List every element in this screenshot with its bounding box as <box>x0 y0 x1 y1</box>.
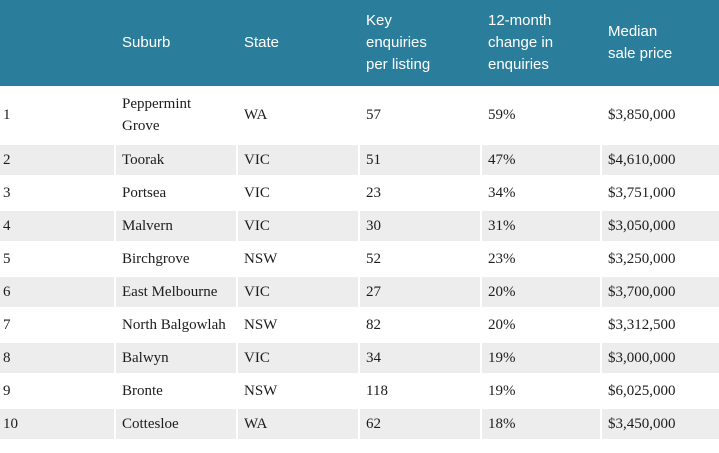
cell-state: WA <box>244 106 268 123</box>
cell-suburb: Bronte <box>122 382 163 399</box>
cell-state: NSW <box>244 382 278 399</box>
table-row: 8 Balwyn VIC 34 19% $3,000,000 <box>0 341 719 374</box>
cell-key-enquiries: 27 <box>360 276 480 307</box>
table-row: 6 East Melbourne VIC 27 20% $3,700,000 <box>0 275 719 308</box>
table-header-row: Suburb State Key enquiries per listing 1… <box>0 0 719 86</box>
cell-state: VIC <box>238 342 358 373</box>
cell-key-enquiries: 57 <box>366 106 381 123</box>
cell-median-sale-price: $3,312,500 <box>608 316 676 333</box>
cell-12-month-change: 23% <box>488 250 516 267</box>
cell-12-month-change: 19% <box>488 382 516 399</box>
column-header-suburb: Suburb <box>122 34 171 51</box>
cell-state: VIC <box>238 276 358 307</box>
table-row: 4 Malvern VIC 30 31% $3,050,000 <box>0 209 719 242</box>
cell-suburb: Cottesloe <box>116 408 236 439</box>
cell-suburb: Peppermint Grove <box>122 95 192 134</box>
cell-state: VIC <box>238 144 358 175</box>
table-row: 7 North Balgowlah NSW 82 20% $3,312,500 <box>0 308 719 341</box>
column-header-state: State <box>244 34 280 51</box>
cell-key-enquiries: 34 <box>360 342 480 373</box>
cell-suburb: Toorak <box>116 144 236 175</box>
column-header-enquiries: Key enquiries per listing <box>366 12 431 73</box>
cell-median-sale-price: $3,050,000 <box>602 210 719 241</box>
cell-rank: 4 <box>0 210 114 241</box>
pagination-bar: Rows per page: 1-10 of 10 <box>0 440 719 453</box>
cell-rank: 9 <box>3 382 11 399</box>
table-row: 1 Peppermint Grove WA 57 59% $3,850,000 <box>0 86 719 143</box>
cell-rank: 7 <box>3 316 11 333</box>
cell-state: NSW <box>244 316 278 333</box>
cell-median-sale-price: $3,000,000 <box>602 342 719 373</box>
cell-suburb: East Melbourne <box>116 276 236 307</box>
table-row: 10 Cottesloe WA 62 18% $3,450,000 <box>0 407 719 440</box>
cell-median-sale-price: $3,450,000 <box>602 408 719 439</box>
cell-median-sale-price: $6,025,000 <box>608 382 676 399</box>
table-body: 1 Peppermint Grove WA 57 59% $3,850,000 … <box>0 86 719 440</box>
cell-key-enquiries: 62 <box>360 408 480 439</box>
cell-key-enquiries: 23 <box>366 184 381 201</box>
cell-12-month-change: 20% <box>488 316 516 333</box>
cell-rank: 2 <box>0 144 114 175</box>
cell-suburb: Balwyn <box>116 342 236 373</box>
cell-key-enquiries: 118 <box>366 382 388 399</box>
table-row: 5 Birchgrove NSW 52 23% $3,250,000 <box>0 242 719 275</box>
cell-suburb: Malvern <box>116 210 236 241</box>
cell-12-month-change: 19% <box>482 342 600 373</box>
cell-12-month-change: 59% <box>488 106 516 123</box>
column-header-rank <box>0 37 114 49</box>
table-row: 9 Bronte NSW 118 19% $6,025,000 <box>0 374 719 407</box>
cell-state: VIC <box>238 210 358 241</box>
cell-rank: 8 <box>0 342 114 373</box>
cell-key-enquiries: 30 <box>360 210 480 241</box>
cell-key-enquiries: 52 <box>366 250 381 267</box>
cell-suburb: Birchgrove <box>122 250 190 267</box>
cell-median-sale-price: $3,751,000 <box>608 184 676 201</box>
cell-rank: 6 <box>0 276 114 307</box>
cell-median-sale-price: $4,610,000 <box>602 144 719 175</box>
cell-12-month-change: 47% <box>482 144 600 175</box>
cell-12-month-change: 34% <box>488 184 516 201</box>
cell-median-sale-price: $3,700,000 <box>602 276 719 307</box>
cell-key-enquiries: 82 <box>366 316 381 333</box>
cell-key-enquiries: 51 <box>360 144 480 175</box>
cell-rank: 10 <box>0 408 114 439</box>
cell-state: NSW <box>244 250 278 267</box>
cell-rank: 1 <box>3 106 11 123</box>
cell-suburb: Portsea <box>122 184 167 201</box>
cell-state: VIC <box>244 184 270 201</box>
cell-12-month-change: 31% <box>482 210 600 241</box>
cell-rank: 3 <box>3 184 11 201</box>
column-header-change: 12-month change in enquiries <box>488 12 554 73</box>
cell-12-month-change: 20% <box>482 276 600 307</box>
table-row: 3 Portsea VIC 23 34% $3,751,000 <box>0 176 719 209</box>
table-row: 2 Toorak VIC 51 47% $4,610,000 <box>0 143 719 176</box>
column-header-price: Median sale price <box>608 23 673 62</box>
cell-median-sale-price: $3,250,000 <box>608 250 676 267</box>
cell-12-month-change: 18% <box>482 408 600 439</box>
cell-suburb: North Balgowlah <box>122 316 226 333</box>
cell-median-sale-price: $3,850,000 <box>608 106 676 123</box>
cell-rank: 5 <box>3 250 11 267</box>
cell-state: WA <box>238 408 358 439</box>
